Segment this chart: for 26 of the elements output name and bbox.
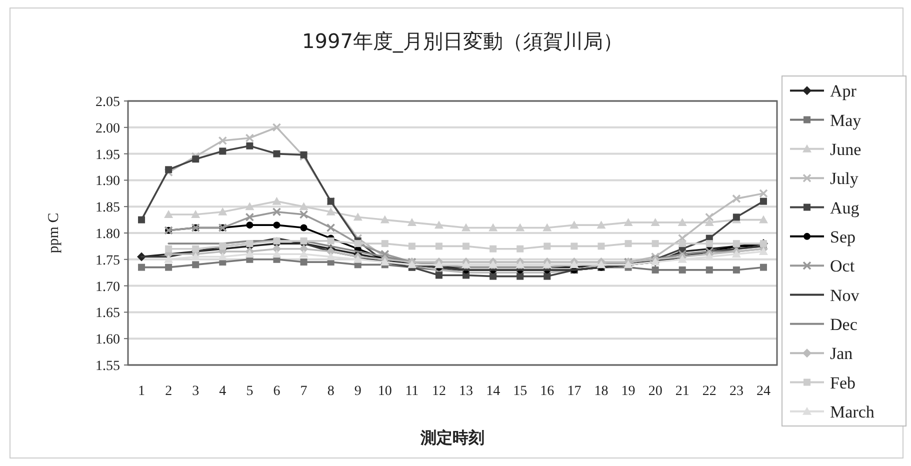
y-tick-label: 1.65: [96, 306, 120, 322]
legend-label: Aug: [830, 198, 860, 218]
legend-label: June: [830, 140, 862, 159]
legend-label: Jan: [830, 344, 854, 364]
legend-label: July: [830, 169, 859, 188]
y-tick-label: 1.70: [96, 280, 120, 295]
x-axis-title: 測定時刻: [420, 428, 484, 447]
legend-label: Dec: [830, 314, 858, 334]
legend-label: Sep: [830, 227, 856, 246]
y-tick-label: 1.55: [96, 359, 120, 374]
legend-label: March: [830, 402, 875, 422]
y-tick-label: 2.00: [96, 121, 120, 136]
y-tick-label: 1.85: [96, 200, 120, 216]
legend-label: Nov: [830, 286, 860, 305]
y-tick-label: 2.05: [96, 95, 120, 110]
y-tick-label: 1.75: [96, 253, 120, 268]
y-tick-label: 1.95: [96, 148, 120, 163]
legend-label: Feb: [830, 373, 856, 392]
y-axis-title: ppm C: [46, 212, 62, 254]
chart-title: 1997年度_月別日変動（須賀川局）: [302, 29, 623, 53]
legend-label: Oct: [830, 256, 855, 276]
y-tick-label: 1.80: [96, 227, 120, 242]
legend-label: Apr: [830, 82, 857, 101]
y-tick-label: 1.60: [96, 332, 120, 348]
y-tick-label: 1.90: [96, 174, 120, 190]
legend-label: May: [830, 110, 862, 130]
